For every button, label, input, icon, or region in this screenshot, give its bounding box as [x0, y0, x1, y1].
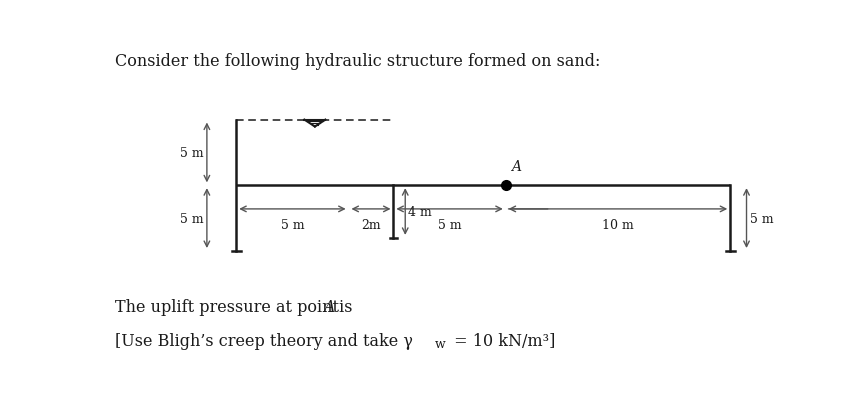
Text: A: A [323, 298, 335, 315]
Text: 10 m: 10 m [602, 218, 634, 231]
Text: 5 m: 5 m [749, 212, 773, 225]
Text: w: w [435, 337, 446, 350]
Text: 5 m: 5 m [280, 218, 304, 231]
Text: 5 m: 5 m [438, 218, 462, 231]
Text: 5 m: 5 m [180, 212, 203, 225]
Text: The uplift pressure at point: The uplift pressure at point [116, 298, 344, 315]
Text: 4 m: 4 m [408, 205, 432, 218]
Text: A: A [511, 160, 521, 173]
Text: 5 m: 5 m [180, 147, 203, 160]
Text: Consider the following hydraulic structure formed on sand:: Consider the following hydraulic structu… [116, 53, 601, 70]
Text: is: is [333, 298, 352, 315]
Text: 2m: 2m [361, 218, 381, 231]
Text: [Use Bligh’s creep theory and take γ: [Use Bligh’s creep theory and take γ [116, 333, 414, 350]
Text: = 10 kN/m³]: = 10 kN/m³] [449, 333, 555, 350]
